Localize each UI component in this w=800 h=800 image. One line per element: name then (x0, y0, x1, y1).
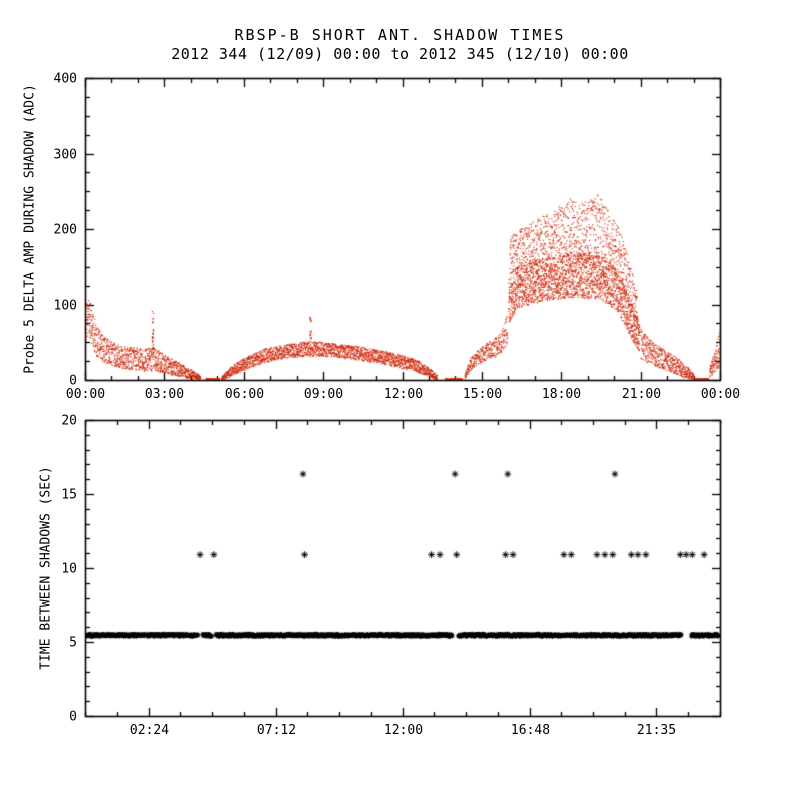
top-y-tick-label: 300 (53, 147, 77, 162)
bottom-x-tick-label: 07:12 (256, 723, 297, 738)
bottom-y-tick-label: 5 (69, 635, 77, 650)
top-y-tick-label: 100 (53, 298, 77, 313)
bottom-y-tick-label: 0 (69, 709, 77, 724)
top-y-tick-label: 0 (69, 373, 77, 388)
top-x-tick-label: 03:00 (144, 387, 185, 402)
bottom-x-tick-label: 12:00 (383, 723, 424, 738)
bottom-y-tick-label: 15 (61, 487, 77, 502)
top-x-tick-label: 00:00 (700, 387, 741, 402)
top-x-tick-label: 06:00 (224, 387, 265, 402)
top-x-tick-label: 09:00 (303, 387, 344, 402)
top-x-tick-label: 00:00 (65, 387, 106, 402)
bottom-y-tick-label: 10 (61, 561, 77, 576)
top-y-axis-label: Probe 5 DELTA AMP DURING SHADOW (ADC) (22, 84, 38, 374)
top-x-tick-label: 15:00 (462, 387, 503, 402)
bottom-x-tick-label: 21:35 (636, 723, 677, 738)
bottom-x-tick-label: 02:24 (129, 723, 170, 738)
bottom-x-tick-label: 16:48 (510, 723, 551, 738)
top-x-tick-label: 18:00 (541, 387, 582, 402)
bottom-y-axis-label: TIME BETWEEN SHADOWS (SEC) (38, 466, 54, 670)
bottom-y-tick-label: 20 (61, 413, 77, 428)
top-y-tick-label: 400 (53, 71, 77, 86)
top-x-tick-label: 21:00 (621, 387, 662, 402)
top-x-tick-label: 12:00 (383, 387, 424, 402)
top-y-tick-label: 200 (53, 222, 77, 237)
